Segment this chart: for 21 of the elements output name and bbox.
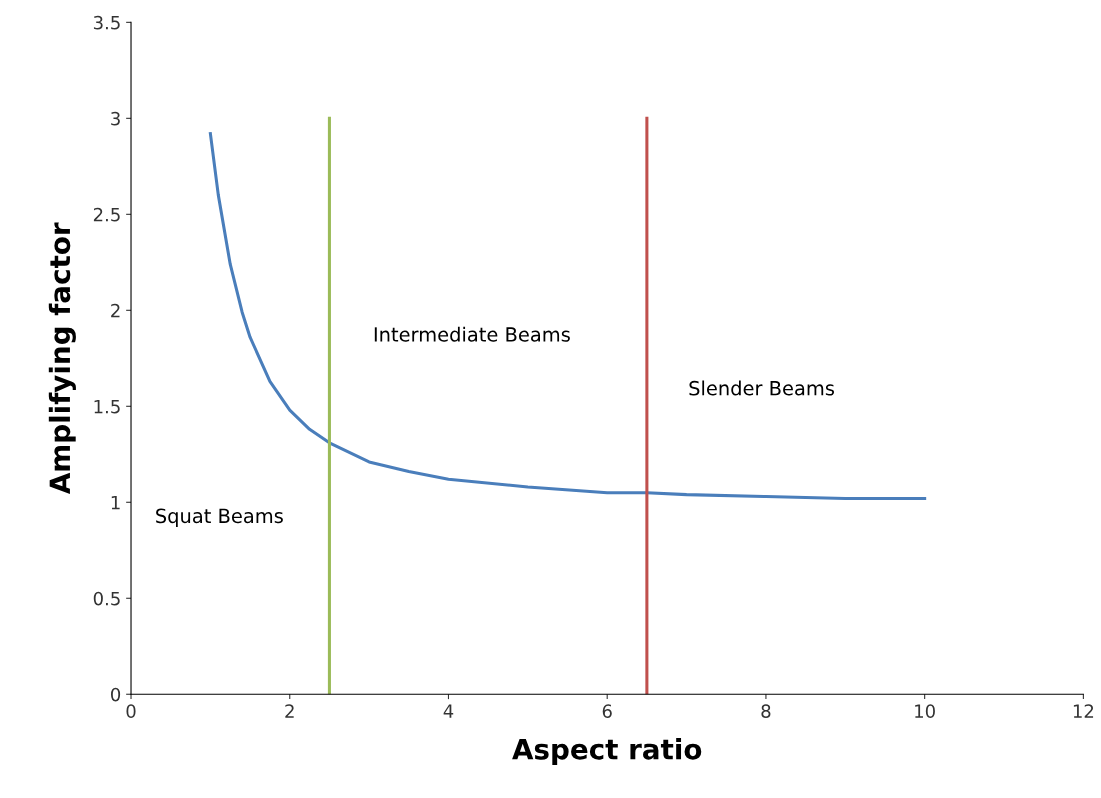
x-tick-label: 4 bbox=[443, 704, 454, 718]
x-tick-label: 8 bbox=[761, 704, 771, 718]
line-series bbox=[208, 132, 927, 500]
x-axis-title: Aspect ratio bbox=[512, 738, 702, 766]
y-tick-label: 1 bbox=[111, 495, 120, 510]
y-tick-label: 0.5 bbox=[93, 591, 120, 606]
y-tick-label: 3.5 bbox=[93, 15, 120, 30]
y-tick-label: 1.5 bbox=[94, 399, 120, 414]
annotation: Squat Beams bbox=[156, 508, 283, 527]
x-tick-label: 6 bbox=[602, 704, 612, 718]
annotation: Intermediate Beams bbox=[374, 326, 570, 342]
y-tick-label: 0 bbox=[111, 687, 121, 702]
y-tick-label: 2.5 bbox=[93, 207, 120, 222]
x-tick-label: 2 bbox=[285, 704, 294, 718]
y-tick-label: 3 bbox=[111, 111, 120, 126]
x-tick-label: 12 bbox=[1073, 704, 1094, 718]
x-tick-label: 0 bbox=[126, 704, 136, 718]
annotation: Slender Beams bbox=[689, 380, 835, 396]
x-tick-label: 10 bbox=[915, 704, 935, 718]
y-tick-label: 2 bbox=[111, 303, 120, 318]
y-axis-title: Amplifying factor bbox=[48, 222, 76, 495]
